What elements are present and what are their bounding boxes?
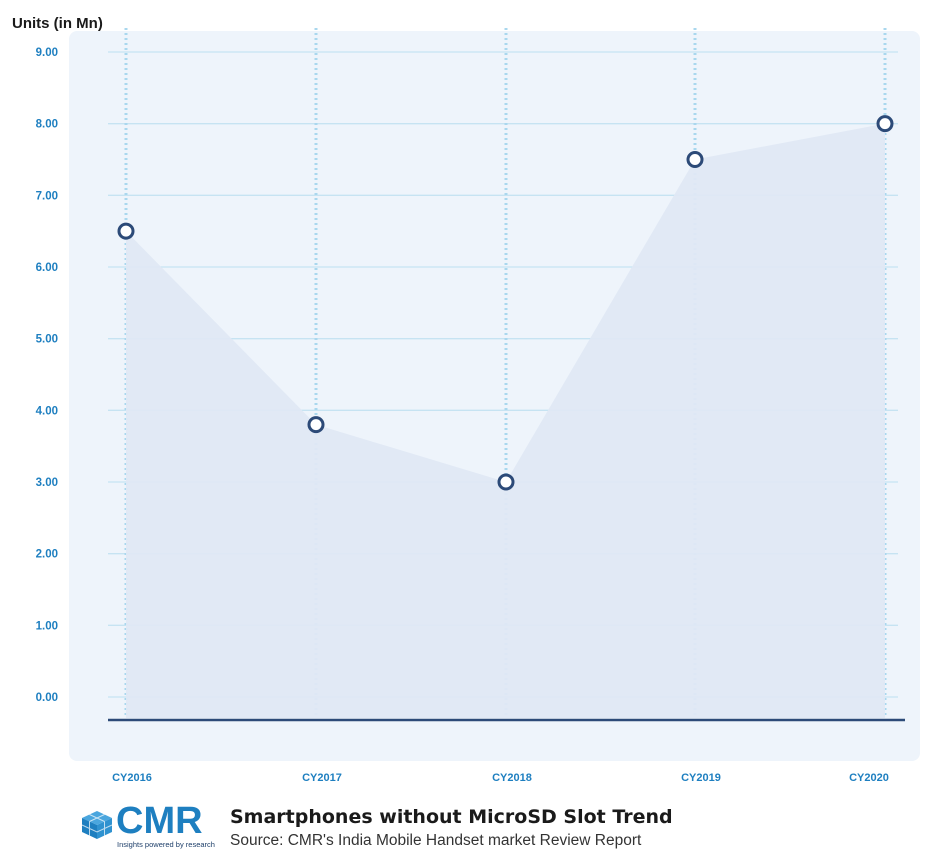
x-tick-label: CY2019	[681, 772, 721, 784]
data-point	[117, 222, 135, 240]
data-point	[686, 151, 704, 168]
x-tick-label: CY2017	[302, 772, 342, 784]
x-tick-label: CY2016	[112, 772, 152, 784]
cmr-logo: CMR Insights powered by research	[80, 800, 220, 852]
chart-source: Source: CMR's India Mobile Handset marke…	[230, 832, 642, 849]
y-tick-label: 5.00	[36, 334, 58, 346]
y-tick-label: 1.00	[36, 620, 58, 632]
x-tick-label: CY2020	[849, 772, 889, 784]
series-area	[126, 123, 885, 718]
data-point	[497, 473, 515, 491]
logo-tagline: Insights powered by research	[117, 840, 215, 849]
y-tick-labels: 0.00 1.00 2.00 3.00 4.00 5.00 6.00 7.00 8.00 9.00	[36, 47, 58, 704]
y-tick-label: 3.00	[36, 477, 58, 489]
y-tick-label: 0.00	[36, 692, 58, 704]
x-tick-labels: CY2016 CY2017 CY2018 CY2019 CY2020	[112, 772, 889, 784]
cube-icon	[81, 811, 113, 839]
chart-footer: CMR Insights powered by research Smartph…	[80, 800, 940, 860]
y-tick-label: 4.00	[36, 405, 58, 417]
y-tick-label: 7.00	[36, 190, 58, 202]
chart-title: Smartphones without MicroSD Slot Trend	[230, 806, 673, 828]
y-tick-label: 6.00	[36, 262, 58, 274]
data-point	[876, 115, 894, 133]
logo-text: CMR	[116, 800, 203, 842]
y-axis-label: Units (in Mn)	[12, 15, 103, 32]
y-tick-label: 8.00	[36, 119, 58, 131]
area-layer	[126, 123, 885, 718]
y-tick-label: 9.00	[36, 47, 58, 59]
line-chart-svg: 0.00 1.00 2.00 3.00 4.00 5.00 6.00 7.00 8.00 9.00…	[12, 15, 920, 784]
data-markers	[117, 115, 894, 491]
y-tick-label: 2.00	[36, 549, 58, 561]
x-tick-label: CY2018	[492, 772, 532, 784]
data-point	[307, 416, 325, 434]
